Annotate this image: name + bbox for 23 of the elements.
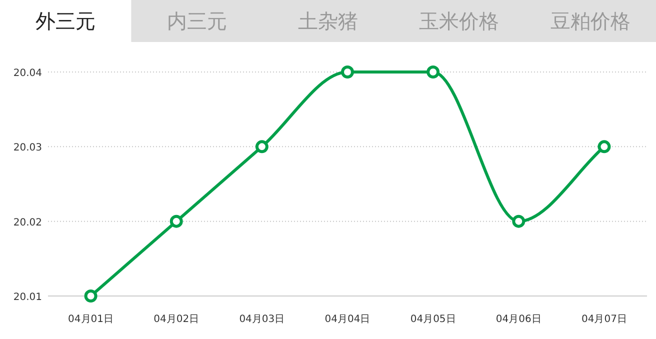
x-tick-label: 04月03日 <box>239 314 285 325</box>
text: 内三元 <box>166 9 227 33</box>
x-tick-label: 04月04日 <box>324 314 370 325</box>
point <box>426 66 440 78</box>
text: 玉米价格 <box>419 9 500 33</box>
x-tick-label: 04月07日 <box>581 314 627 325</box>
x-tick-label: 04月06日 <box>496 314 542 325</box>
y-tick-label: 20.01 <box>13 292 42 303</box>
y-tick-label: 20.03 <box>13 142 42 154</box>
point <box>84 290 98 302</box>
text: 土杂猪 <box>298 9 358 33</box>
x-tick-label: 04月02日 <box>154 314 200 325</box>
point <box>512 214 526 228</box>
x-tick-label: 04月01日 <box>68 314 114 325</box>
text: 豆粕价格 <box>550 9 630 33</box>
point <box>341 66 354 78</box>
point <box>255 140 268 154</box>
chart-title: 外三元 <box>36 9 96 33</box>
y-tick-label: 20.02 <box>13 217 42 228</box>
x-tick-label: 04月05日 <box>410 314 456 325</box>
point <box>170 214 183 228</box>
y-tick-label: 20.04 <box>13 68 42 79</box>
point <box>598 140 611 154</box>
